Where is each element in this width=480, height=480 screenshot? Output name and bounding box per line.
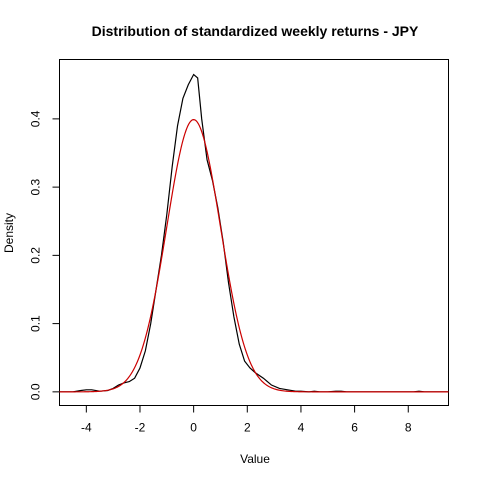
x-tick-label: -2: [135, 421, 146, 435]
y-tick-label: 0.3: [29, 178, 43, 195]
chart-title: Distribution of standardized weekly retu…: [92, 23, 419, 39]
y-axis-label: Density: [2, 213, 16, 253]
y-tick-label: 0.1: [29, 315, 43, 332]
y-tick-label: 0.2: [29, 247, 43, 264]
y-tick-label: 0.0: [29, 383, 43, 400]
plot-frame: [59, 59, 449, 406]
x-tick-label: 6: [351, 421, 358, 435]
x-tick-label: 4: [298, 421, 305, 435]
empirical-density-line: [59, 73, 449, 393]
x-axis: -4 -2 0 2 4 6 8: [81, 405, 412, 435]
y-axis: 0.0 0.1 0.2 0.3 0.4: [29, 110, 60, 400]
x-axis-label: Value: [240, 452, 270, 466]
x-tick-label: -4: [81, 421, 92, 435]
x-tick-label: 2: [244, 421, 251, 435]
x-tick-label: 8: [405, 421, 412, 435]
normal-density-line: [59, 118, 449, 393]
series-layer: [59, 73, 449, 393]
y-tick-label: 0.4: [29, 110, 43, 127]
x-tick-label: 0: [190, 421, 197, 435]
